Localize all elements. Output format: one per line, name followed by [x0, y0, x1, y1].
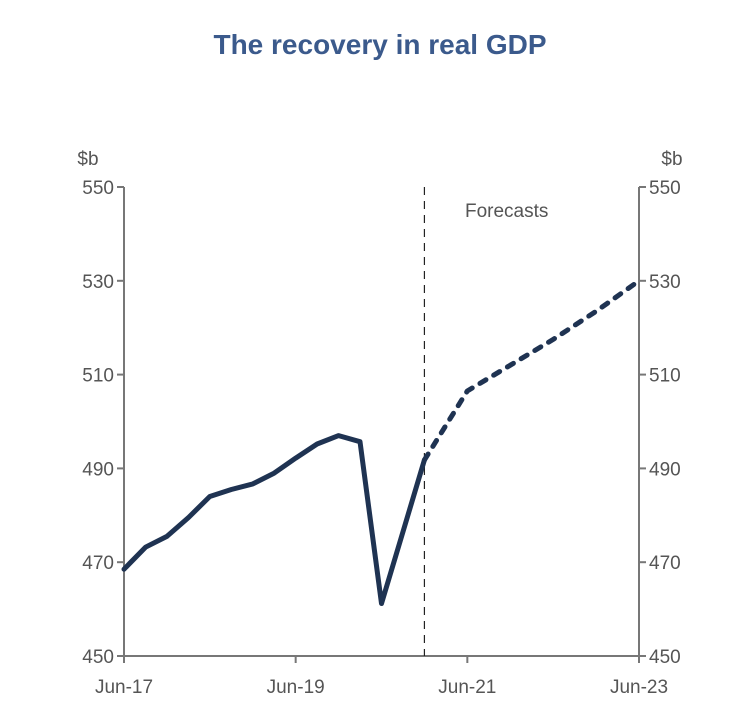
- left-unit-label: $b: [77, 149, 98, 170]
- y-tick-label-right: 450: [649, 647, 681, 668]
- y-tick-label-left: 550: [82, 178, 114, 199]
- y-tick-label-left: 530: [82, 272, 114, 293]
- y-tick-label-right: 490: [649, 459, 681, 480]
- y-tick-label-left: 470: [82, 553, 114, 574]
- y-tick-label-left: 450: [82, 647, 114, 668]
- y-tick-label-left: 490: [82, 459, 114, 480]
- x-tick-label: Jun-23: [610, 677, 668, 698]
- y-tick-label-right: 550: [649, 178, 681, 199]
- y-tick-label-right: 530: [649, 272, 681, 293]
- y-tick-label-left: 510: [82, 366, 114, 387]
- axes: [117, 186, 646, 663]
- y-tick-label-right: 470: [649, 553, 681, 574]
- y-tick-label-right: 510: [649, 366, 681, 387]
- x-tick-label: Jun-19: [267, 677, 325, 698]
- series-lines: [121, 278, 642, 606]
- x-tick-label: Jun-17: [95, 677, 153, 698]
- actual-series-line: [121, 433, 427, 606]
- forecast-series-line: [421, 278, 642, 463]
- x-tick-label: Jun-21: [438, 677, 496, 698]
- chart-title: The recovery in real GDP: [213, 29, 546, 60]
- forecast-annotation: Forecasts: [465, 201, 548, 222]
- right-unit-label: $b: [661, 149, 682, 170]
- tick-labels: 450 450 470 470 490 490 510 510 530 530 550 550 Jun-…: [82, 178, 680, 698]
